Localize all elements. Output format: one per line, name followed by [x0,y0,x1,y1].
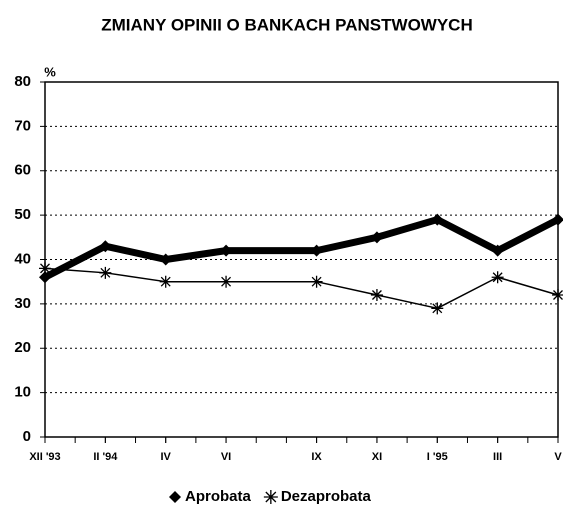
x-tick-label: IV [161,451,172,463]
x-tick-label: XI [372,451,382,463]
x-tick-label: XII '93 [29,451,60,463]
marker-diamond [159,253,172,266]
marker-diamond [370,231,383,244]
marker-diamond [220,244,233,257]
x-tick-label: III [493,451,502,463]
marker-asterisk [491,271,504,284]
y-tick-label: 10 [14,384,31,401]
y-tick-label: 80 [14,73,31,90]
marker-asterisk [370,289,383,301]
marker-diamond [491,244,504,257]
series-line [44,267,559,310]
marker-diamond [39,271,51,284]
legend-label: Dezaprobata [281,488,372,505]
series-line [43,216,560,281]
y-tick-label: 70 [14,117,31,134]
y-tick-label: 0 [23,428,31,445]
chart-title: ZMIANY OPINII O BANKACH PANSTWOWYCH [101,15,472,34]
marker-asterisk [552,289,563,301]
y-tick-label: 30 [14,295,31,312]
legend-marker [263,490,278,504]
marker-asterisk [220,275,233,288]
y-tick-label: 40 [14,250,31,267]
marker-asterisk [431,302,444,315]
marker-asterisk [159,275,172,288]
marker-diamond [431,213,444,226]
legend-label: Aprobata [185,488,251,505]
x-tick-label: VI [221,451,231,463]
y-axis-label: % [44,64,56,79]
marker-asterisk [99,266,112,279]
marker-diamond [99,240,112,253]
x-tick-label: I '95 [427,451,448,463]
marker-diamond [552,213,563,226]
x-tick-label: V [554,451,562,463]
legend-marker [169,491,181,503]
x-tick-label: II '94 [93,451,118,463]
y-tick-label: 50 [14,206,31,223]
x-tick-label: IX [311,451,322,463]
marker-asterisk [310,275,323,288]
marker-asterisk [39,262,51,275]
y-tick-label: 20 [14,339,31,356]
marker-diamond [310,244,323,257]
y-tick-label: 60 [14,162,31,179]
